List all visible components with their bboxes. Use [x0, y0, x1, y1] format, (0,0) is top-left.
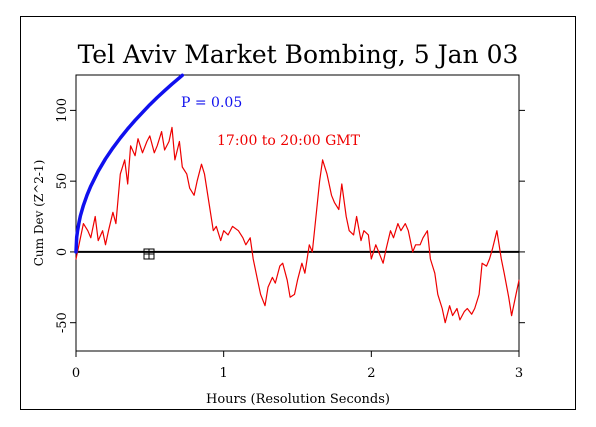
- y-tick-label: 50: [55, 173, 70, 190]
- marker-symbol: [143, 248, 155, 260]
- cumulative-deviation-line: [75, 126, 520, 324]
- x-axis-label: Hours (Resolution Seconds): [206, 392, 390, 407]
- y-tick-label: 100: [55, 98, 70, 123]
- cumulative-deviation-chart: Tel Aviv Market Bombing, 5 Jan 03 0 1 2 3 -5…: [32, 40, 525, 407]
- plot-area: [75, 74, 520, 352]
- time-range-label: 17:00 to 20:00 GMT: [217, 133, 361, 149]
- x-tick-label: 1: [220, 366, 228, 381]
- axes: 0 1 2 3 -50 0 50 100: [55, 98, 525, 381]
- probability-envelope-line: [74, 73, 185, 254]
- y-tick-label: 0: [55, 248, 70, 256]
- x-tick-label: 3: [515, 366, 523, 381]
- series-layer: [74, 73, 520, 324]
- p-value-label: P = 0.05: [181, 95, 242, 111]
- x-tick-label: 2: [367, 366, 375, 381]
- x-tick-label: 0: [72, 366, 80, 381]
- y-axis-label: Cum Dev (Z^2-1): [32, 160, 46, 267]
- chart-frame: Tel Aviv Market Bombing, 5 Jan 03 0 1 2 3 -5…: [20, 16, 576, 410]
- y-tick-label: -50: [55, 312, 70, 333]
- chart-title: Tel Aviv Market Bombing, 5 Jan 03: [78, 40, 519, 69]
